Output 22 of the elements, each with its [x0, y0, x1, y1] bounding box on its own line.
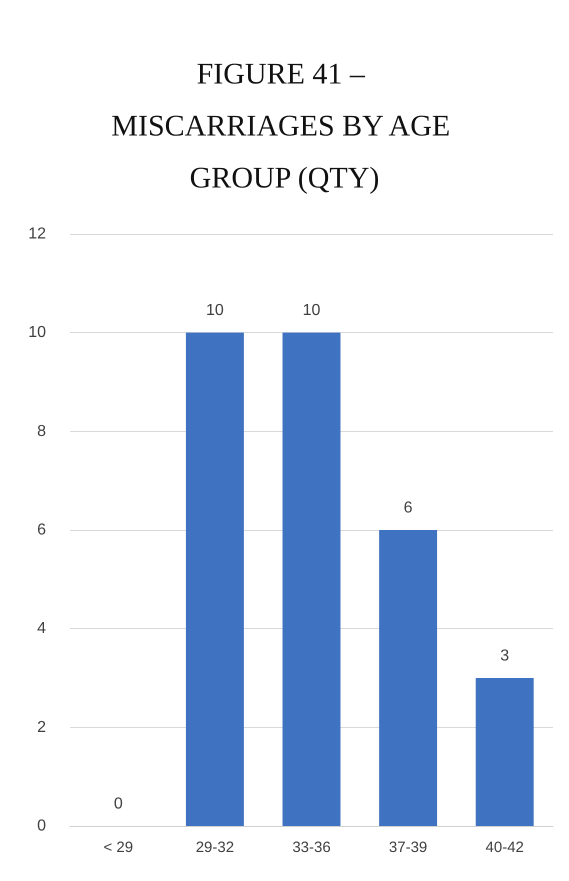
- y-tick-label: 0: [37, 818, 46, 834]
- x-tick-label: 33-36: [292, 839, 331, 856]
- bar: [186, 332, 244, 826]
- x-tick-label: 37-39: [388, 839, 428, 856]
- y-tick-label: 12: [28, 226, 46, 242]
- y-tick-label: 6: [37, 522, 46, 538]
- bar: [476, 678, 534, 826]
- x-tick-label: 29-32: [196, 839, 234, 856]
- data-label: 3: [500, 648, 510, 664]
- bar: [379, 530, 438, 826]
- x-tick-label: 40-42: [486, 839, 524, 856]
- bar: [282, 332, 340, 826]
- data-label: 10: [302, 302, 320, 320]
- data-label: 10: [206, 302, 224, 320]
- y-tick-label: 10: [28, 324, 46, 342]
- data-label: 0: [114, 796, 123, 812]
- chart-title: FIGURE 41 – MISCARRIAGES BY AGE GROUP (QTY): [111, 58, 458, 194]
- y-tick-label: 4: [37, 620, 46, 638]
- data-label: 6: [404, 500, 413, 516]
- y-tick-label: 2: [37, 718, 46, 736]
- x-tick-label: < 29: [103, 839, 134, 856]
- y-tick-label: 8: [37, 422, 46, 440]
